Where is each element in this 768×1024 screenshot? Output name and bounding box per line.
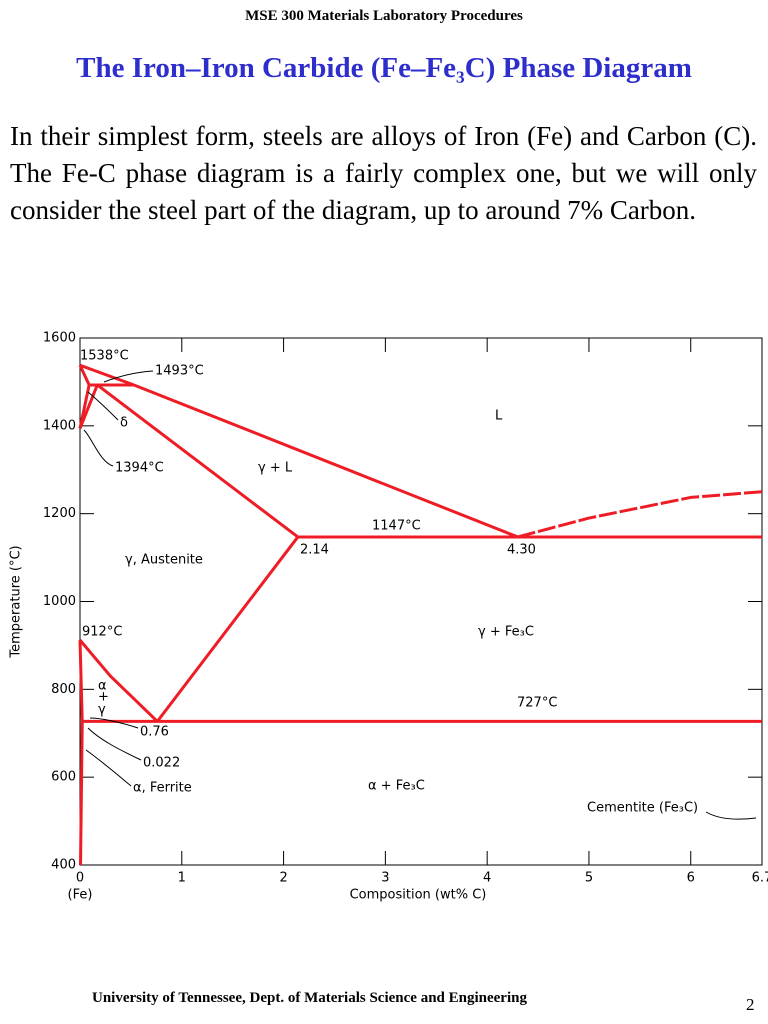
annotation: 1394°C xyxy=(115,461,164,476)
annotation: α + Fe₃C xyxy=(368,779,425,794)
x-tick-label: 0 xyxy=(76,871,84,886)
y-tick-label: 600 xyxy=(51,770,76,785)
pointer xyxy=(89,717,139,729)
annotation: γ xyxy=(98,703,106,718)
phase-boundary xyxy=(78,384,99,430)
phase-diagram: 400 600 800 1000 1200 1400 1600 0 1 2 3 4 5 6 6.7 (Fe) C… xyxy=(9,331,768,903)
course-header: MSE 300 Materials Laboratory Procedures xyxy=(245,8,523,24)
annotation: α xyxy=(98,679,107,694)
phase-boundary xyxy=(517,490,763,539)
annotation: α, Ferrite xyxy=(133,781,192,796)
annotation: + xyxy=(98,690,109,705)
y-tick-label: 1400 xyxy=(43,418,76,433)
page-title: The Iron–Iron Carbide (Fe–Fe₃C) Phase Di… xyxy=(76,52,692,84)
phase-boundary xyxy=(96,383,299,539)
annotation: 0.76 xyxy=(140,725,169,740)
annotation: 1147°C xyxy=(372,519,421,534)
footer: University of Tennessee, Dept. of Materi… xyxy=(92,990,527,1006)
annotation: 2.14 xyxy=(300,543,329,558)
annotation: L xyxy=(495,409,503,424)
paragraph: In their simplest form, steels are alloy… xyxy=(10,121,757,225)
annotation: δ xyxy=(120,416,128,431)
phase-boundary xyxy=(78,364,91,386)
phase-boundary xyxy=(78,639,159,723)
y-tick-label: 400 xyxy=(51,858,76,873)
x-origin-label: (Fe) xyxy=(68,888,93,903)
pointer xyxy=(103,370,154,383)
annotation: Cementite (Fe₃C) xyxy=(587,801,698,816)
annotation: γ, Austenite xyxy=(125,553,203,568)
y-tick-label: 800 xyxy=(51,682,76,697)
x-tick-label: 6.7 xyxy=(752,871,768,886)
pointer xyxy=(87,391,119,421)
annotation: 1538°C xyxy=(80,349,129,364)
pointer xyxy=(705,811,757,820)
annotation: γ + Fe₃C xyxy=(478,625,534,640)
phase-boundary xyxy=(156,536,300,723)
annotation: 4.30 xyxy=(507,543,536,558)
y-tick-label: 1200 xyxy=(43,506,76,521)
x-tick-label: 1 xyxy=(178,871,186,886)
pointer xyxy=(85,749,132,787)
y-tick-label: 1000 xyxy=(43,594,76,609)
x-tick-label: 5 xyxy=(585,871,593,886)
annotation: 1493°C xyxy=(155,364,204,379)
page-number: 2 xyxy=(746,995,755,1014)
x-tick-label: 4 xyxy=(483,871,491,886)
annotation: 727°C xyxy=(517,696,557,711)
phase-boundary xyxy=(79,721,84,866)
x-tick-label: 6 xyxy=(687,871,695,886)
annotation: 912°C xyxy=(82,625,122,640)
phase-boundary xyxy=(78,640,84,722)
pointer xyxy=(83,429,114,467)
pointer xyxy=(87,727,142,761)
annotation: 0.022 xyxy=(143,756,180,771)
y-axis-label: Temperature (°C) xyxy=(9,545,24,658)
x-axis-label: Composition (wt% C) xyxy=(350,888,487,903)
phase-boundary xyxy=(79,363,519,539)
x-tick-label: 3 xyxy=(381,871,389,886)
annotation: γ + L xyxy=(258,461,293,476)
y-tick-label: 1600 xyxy=(43,331,76,346)
x-tick-label: 2 xyxy=(279,871,287,886)
